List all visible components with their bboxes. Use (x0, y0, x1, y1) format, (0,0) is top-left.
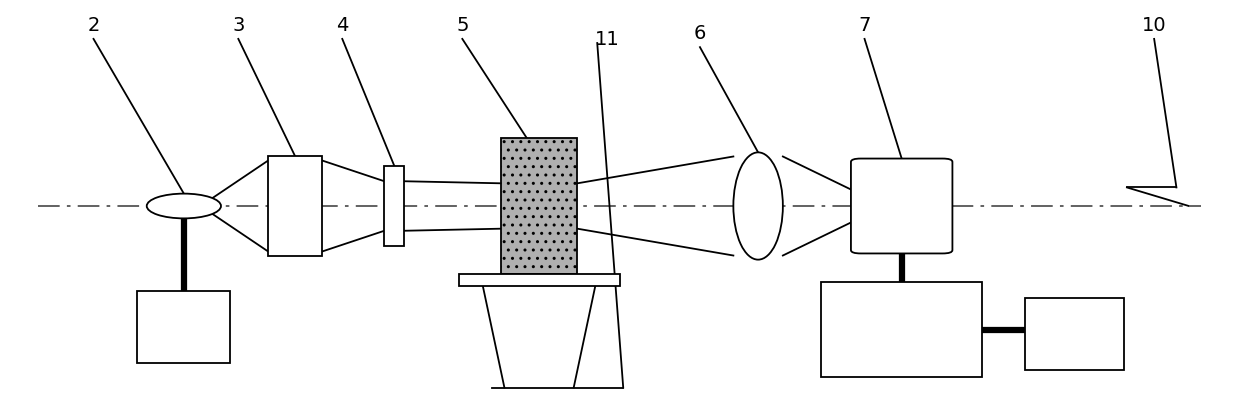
Text: 3: 3 (232, 16, 244, 35)
Bar (384, 166, 404, 247)
Text: 9: 9 (1069, 325, 1082, 344)
Bar (138, 291, 230, 363)
Text: 11: 11 (595, 30, 620, 49)
Text: 7: 7 (896, 197, 908, 216)
Ellipse shape (733, 153, 783, 260)
Text: 7: 7 (859, 16, 871, 35)
Text: 10: 10 (1142, 16, 1166, 35)
Text: 6: 6 (694, 24, 706, 43)
Circle shape (146, 194, 221, 219)
Text: 4: 4 (336, 16, 348, 35)
Bar (821, 282, 983, 377)
Text: 1: 1 (177, 318, 190, 336)
Text: 5: 5 (456, 16, 468, 35)
Bar (1026, 298, 1125, 370)
Bar (501, 139, 577, 274)
Bar (268, 157, 322, 256)
Text: 8: 8 (896, 320, 908, 339)
FancyBboxPatch shape (851, 159, 953, 254)
Bar (458, 274, 620, 286)
Text: 2: 2 (87, 16, 99, 35)
